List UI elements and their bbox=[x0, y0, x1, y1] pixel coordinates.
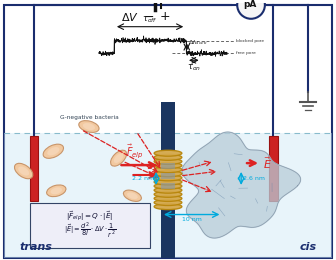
Ellipse shape bbox=[154, 159, 182, 164]
Text: $+$: $+$ bbox=[159, 10, 171, 23]
Ellipse shape bbox=[154, 175, 182, 181]
Bar bbox=[161, 163, 175, 169]
FancyBboxPatch shape bbox=[30, 203, 150, 248]
Bar bbox=[269, 136, 278, 201]
Ellipse shape bbox=[47, 147, 59, 155]
Text: blocked pore: blocked pore bbox=[236, 38, 264, 43]
Text: 2.6 nm: 2.6 nm bbox=[243, 176, 265, 181]
Ellipse shape bbox=[127, 192, 138, 199]
Ellipse shape bbox=[79, 121, 99, 132]
Text: 2.2 nm: 2.2 nm bbox=[132, 176, 154, 181]
Text: $\Delta I_{block}$: $\Delta I_{block}$ bbox=[188, 38, 208, 47]
Ellipse shape bbox=[154, 187, 182, 193]
Bar bbox=[161, 173, 175, 179]
Text: $|\vec{E}| = \dfrac{d^2}{8l} \cdot \Delta V \cdot \dfrac{1}{r^2}$: $|\vec{E}| = \dfrac{d^2}{8l} \cdot \Delt… bbox=[64, 220, 116, 240]
Ellipse shape bbox=[47, 185, 66, 197]
Text: $\tau_{off}$: $\tau_{off}$ bbox=[142, 14, 158, 25]
Text: $\vec{F}_{elp}$: $\vec{F}_{elp}$ bbox=[126, 142, 144, 160]
Ellipse shape bbox=[154, 167, 182, 173]
Polygon shape bbox=[182, 132, 301, 238]
Ellipse shape bbox=[43, 144, 64, 158]
Text: cis: cis bbox=[299, 242, 316, 252]
Ellipse shape bbox=[18, 166, 29, 176]
Circle shape bbox=[237, 0, 265, 19]
Text: $|\vec{F}_{elp}| = Q \cdot |\vec{E}|$: $|\vec{F}_{elp}| = Q \cdot |\vec{E}|$ bbox=[66, 209, 114, 223]
Bar bbox=[30, 136, 39, 201]
Ellipse shape bbox=[154, 183, 182, 189]
Text: $-$: $-$ bbox=[143, 10, 154, 23]
Text: free pore: free pore bbox=[236, 51, 256, 55]
Ellipse shape bbox=[114, 153, 123, 163]
Bar bbox=[4, 133, 332, 258]
Ellipse shape bbox=[50, 187, 62, 194]
Ellipse shape bbox=[154, 150, 182, 156]
Text: trans: trans bbox=[20, 242, 52, 252]
Text: ~1 μm: ~1 μm bbox=[48, 211, 68, 216]
Text: $\vec{E}$: $\vec{E}$ bbox=[263, 155, 272, 171]
Ellipse shape bbox=[154, 191, 182, 197]
Text: G-negative bacteria: G-negative bacteria bbox=[59, 115, 118, 120]
Bar bbox=[161, 102, 175, 151]
Text: pA: pA bbox=[243, 1, 257, 9]
Ellipse shape bbox=[154, 154, 182, 160]
Ellipse shape bbox=[154, 162, 182, 168]
Ellipse shape bbox=[154, 171, 182, 177]
Ellipse shape bbox=[154, 179, 182, 185]
Ellipse shape bbox=[14, 163, 33, 179]
Bar bbox=[161, 183, 175, 189]
Ellipse shape bbox=[111, 150, 127, 166]
Bar bbox=[161, 209, 175, 258]
Text: $\tau_{on}$: $\tau_{on}$ bbox=[187, 62, 201, 73]
Ellipse shape bbox=[154, 204, 182, 210]
Ellipse shape bbox=[154, 196, 182, 201]
Ellipse shape bbox=[83, 123, 95, 130]
Text: $\Delta V$: $\Delta V$ bbox=[122, 11, 139, 23]
Text: 10 nm: 10 nm bbox=[182, 217, 202, 223]
Ellipse shape bbox=[123, 190, 141, 202]
Ellipse shape bbox=[154, 199, 182, 205]
